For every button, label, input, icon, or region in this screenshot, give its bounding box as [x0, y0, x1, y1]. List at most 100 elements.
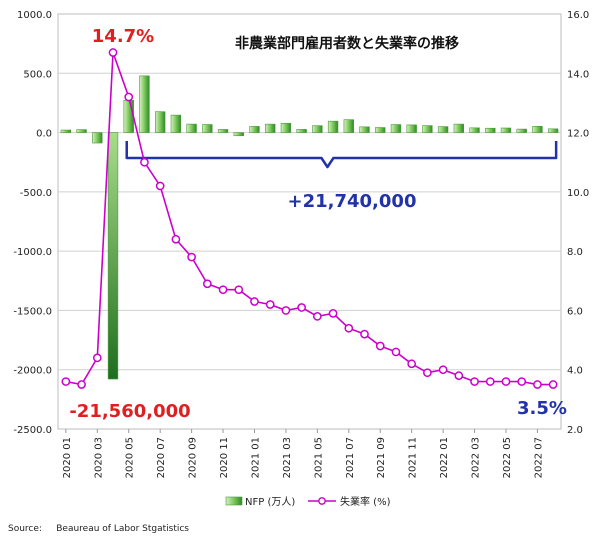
- unemployment-marker: [548, 380, 558, 389]
- legend-bar-swatch: [225, 496, 243, 506]
- nfp-bar: [170, 114, 182, 133]
- nfp-bar: [92, 132, 103, 144]
- bracket-path: [125, 141, 558, 169]
- nfp-bar: [186, 123, 197, 133]
- unemployment-marker: [501, 377, 511, 386]
- nfp-bar: [123, 99, 134, 133]
- x-tick-label: 2021 11: [408, 437, 419, 478]
- y-right-tick-label: 4.0: [567, 366, 583, 377]
- nfp-bar: [453, 123, 465, 133]
- unemployment-marker: [375, 341, 385, 351]
- nfp-bar: [469, 127, 480, 133]
- unemployment-marker: [61, 377, 71, 386]
- nfp-bar: [532, 126, 543, 133]
- nfp-bar: [296, 129, 307, 133]
- nfp-bar: [547, 128, 559, 133]
- unemployment-marker: [454, 371, 464, 380]
- unemployment-marker: [202, 279, 212, 289]
- x-tick-label: 2020 01: [62, 437, 73, 478]
- x-tick-label: 2021 09: [376, 437, 387, 478]
- x-tick-label: 2022 05: [502, 437, 513, 478]
- right-axis-ticks: 16.0 14.0 12.0 10.0 8.0 6.0 4.0 2.0: [567, 10, 589, 436]
- unemployment-line: [61, 48, 558, 389]
- nfp-bar: [516, 128, 527, 133]
- unemployment-marker: [485, 377, 495, 386]
- unemployment-marker: [313, 312, 322, 321]
- unemployment-marker: [533, 380, 542, 389]
- y-right-tick-label: 8.0: [567, 247, 583, 258]
- x-tick-label: 2021 03: [282, 437, 293, 478]
- nfp-bar: [107, 132, 119, 380]
- nfp-bar: [375, 127, 386, 133]
- y-left-tick-label: -2000.0: [13, 366, 52, 377]
- y-left-tick-label: -500.0: [20, 188, 52, 199]
- y-right-tick-label: 12.0: [567, 129, 589, 140]
- left-axis-ticks: 1000.0 500.0 0.0 -500.0 -1000.0 -1500.0 -2000.…: [13, 10, 52, 436]
- nfp-bar: [233, 132, 244, 137]
- peak-rate-label: 14.7%: [92, 26, 154, 47]
- x-tick-label: 2020 11: [219, 437, 230, 478]
- x-tick-label: 2022 01: [439, 437, 450, 478]
- y-left-tick-label: -2500.0: [13, 425, 52, 436]
- x-tick-label: 2020 09: [188, 437, 199, 478]
- y-left-tick-label: 0.0: [36, 129, 52, 140]
- nfp-bar: [390, 124, 402, 133]
- legend-bar-label: NFP (万人): [245, 496, 295, 508]
- y-left-tick-label: -1000.0: [13, 247, 52, 258]
- legend-line-label: 失業率 (%): [340, 495, 391, 508]
- nfp-bar: [327, 120, 339, 133]
- nfp-bars: [60, 75, 559, 380]
- nfp-bar: [154, 111, 166, 133]
- unemployment-marker: [171, 234, 181, 244]
- legend-line-marker: [318, 497, 326, 505]
- nfp-bar: [500, 127, 512, 133]
- nfp-bar: [343, 119, 354, 133]
- x-tick-label: 2021 07: [345, 437, 356, 478]
- unemployment-marker: [423, 368, 432, 378]
- x-tick-label: 2022 03: [471, 437, 482, 478]
- unemployment-marker: [265, 300, 275, 309]
- x-tick-label: 2020 03: [93, 437, 104, 478]
- unemployment-marker: [344, 323, 354, 333]
- unemployment-marker: [297, 303, 306, 312]
- unemployment-marker: [391, 347, 401, 357]
- nfp-bar: [139, 75, 150, 133]
- nfp-bar: [249, 126, 260, 133]
- unemployment-marker: [470, 377, 479, 386]
- unemployment-marker: [124, 92, 134, 102]
- unemployment-marker: [155, 181, 165, 191]
- unemployment-marker: [328, 309, 338, 318]
- y-right-tick-label: 6.0: [567, 306, 583, 317]
- nfp-bar: [60, 129, 72, 133]
- nfp-bar: [422, 125, 433, 133]
- unemployment-marker: [187, 252, 196, 262]
- recovery-label: +21,740,000: [288, 191, 417, 212]
- nfp-bar: [265, 123, 276, 133]
- x-tick-label: 2021 01: [250, 437, 261, 478]
- drop-label: -21,560,000: [69, 401, 190, 422]
- nfp-bar: [406, 124, 417, 133]
- source-note: Source: Beaureau of Labor Stgatistics: [8, 524, 189, 534]
- unemployment-marker: [360, 329, 369, 339]
- annotations: 非農業部門雇用者数と失業率の推移 14.7% -21,560,000 +21,740,…: [69, 26, 567, 422]
- nfp-bar: [217, 129, 229, 133]
- y-right-tick-label: 10.0: [567, 188, 589, 199]
- unemployment-marker: [407, 359, 417, 369]
- y-left-tick-label: 1000.0: [17, 10, 52, 21]
- chart-title: 非農業部門雇用者数と失業率の推移: [235, 35, 459, 52]
- y-right-tick-label: 2.0: [567, 425, 583, 436]
- unemployment-marker: [281, 306, 291, 315]
- nfp-bar: [76, 129, 87, 133]
- x-tick-label: 2020 05: [125, 437, 136, 478]
- unemployment-marker: [250, 297, 259, 306]
- unemployment-marker: [77, 380, 86, 389]
- x-tick-label: 2021 05: [313, 437, 324, 478]
- y-right-tick-label: 14.0: [567, 69, 589, 80]
- legend: NFP (万人) 失業率 (%): [225, 495, 391, 508]
- unemployment-marker: [234, 285, 244, 295]
- y-left-tick-label: 500.0: [23, 69, 52, 80]
- nfp-bar: [280, 122, 292, 133]
- nfp-bar: [312, 125, 323, 133]
- unemployment-marker: [517, 377, 527, 386]
